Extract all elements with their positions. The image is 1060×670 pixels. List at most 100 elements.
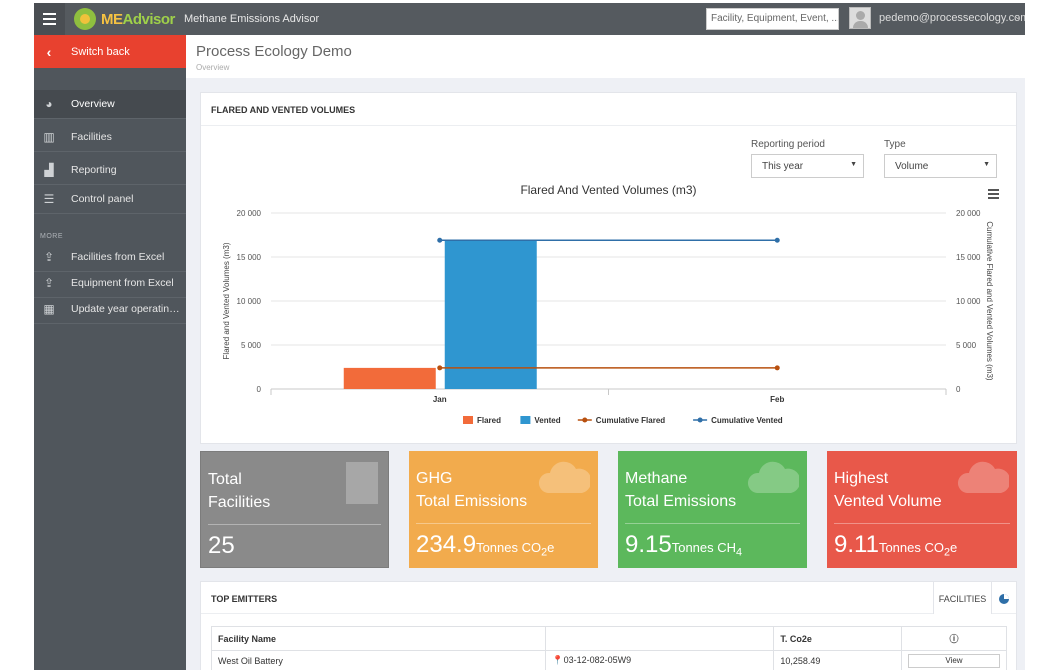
search-input[interactable]: Facility, Equipment, Event, ... <box>706 8 839 30</box>
chevron-down-icon[interactable]: ⌄ <box>1014 11 1022 21</box>
y-tick-label: 10 000 <box>237 297 262 306</box>
sidebar-item-reporting[interactable]: ▟ Reporting <box>34 156 186 185</box>
x-tick-label: Feb <box>770 395 784 404</box>
legend-swatch <box>520 416 531 424</box>
chart-plot: 0 0 5 000 5 000 10 000 10 000 15 000 15 000 20 0… <box>222 209 994 425</box>
sidebar-item-facilities-from-excel[interactable]: ⇪ Facilities from Excel <box>34 243 186 272</box>
dashboard-icon: ◕ <box>45 97 53 111</box>
switch-back-button[interactable]: ‹ Switch back <box>34 35 186 68</box>
y2-tick-label: 15 000 <box>956 253 981 262</box>
card-unit: Tonnes CO <box>476 540 542 555</box>
switch-back-label: Switch back <box>71 45 130 58</box>
card-title-line2: Vented Volume <box>834 493 942 510</box>
point-cumulative-flared <box>774 365 780 371</box>
y-tick-label: 15 000 <box>237 253 262 262</box>
tab-facilities[interactable]: FACILITIES <box>933 582 992 614</box>
logo-me: ME <box>101 10 123 28</box>
pie-chart-icon[interactable] <box>993 590 1015 608</box>
logo-globe-icon <box>74 8 96 30</box>
reporting-period-select[interactable]: This year ▼ <box>751 154 864 178</box>
bar-flared <box>343 367 436 389</box>
point-cumulative-flared <box>437 365 443 371</box>
more-section-label: MORE <box>40 233 63 240</box>
legend-swatch <box>697 417 703 423</box>
card-title-line2: Total Emissions <box>625 493 737 510</box>
building-icon: ▥ <box>43 130 55 144</box>
y2-tick-label: 5 000 <box>956 341 977 350</box>
view-button[interactable]: View <box>908 653 1000 668</box>
upload-icon: ⇪ <box>43 276 55 290</box>
column-header-facility-name[interactable]: Facility Name <box>210 626 547 651</box>
page-header: Process Ecology Demo Overview <box>186 35 1025 78</box>
type-label: Type <box>884 139 906 150</box>
card-title-line1: GHG <box>416 470 453 487</box>
y-tick-label: 5 000 <box>241 341 262 350</box>
breadcrumb[interactable]: Overview <box>196 63 230 72</box>
app-logo[interactable]: MEAdvisor <box>74 8 175 30</box>
y2-tick-label: 0 <box>956 385 961 394</box>
bar-vented <box>444 240 537 389</box>
legend-item: Cumulative Flared <box>596 416 665 425</box>
x-tick-label: Jan <box>433 395 447 404</box>
caret-down-icon: ▼ <box>983 161 990 168</box>
sidebar-item-control-panel[interactable]: ☰ Control panel <box>34 185 186 214</box>
user-avatar[interactable] <box>849 7 871 29</box>
sidebar-item-equipment-from-excel[interactable]: ⇪ Equipment from Excel <box>34 269 186 298</box>
sidebar: ‹ Switch back ◕ Overview ▥ Facilities ▟ … <box>34 35 186 670</box>
card-unit-sub: 2 <box>943 546 951 559</box>
legend-swatch <box>463 416 473 424</box>
caret-down-icon: ▼ <box>850 161 857 168</box>
y-tick-label: 20 000 <box>237 209 262 218</box>
calendar-icon: ▦ <box>43 302 55 316</box>
legend-swatch <box>582 417 588 423</box>
card-total-facilities[interactable]: Total Facilities 25 <box>200 451 389 568</box>
card-highest-vented[interactable]: Highest Vented Volume 9.11Tonnes CO2e <box>827 451 1017 568</box>
location-cell: 03-12-082-05W9 <box>563 655 632 665</box>
y-tick-label: 0 <box>257 385 262 394</box>
point-cumulative-vented <box>774 237 780 243</box>
y-axis-label: Flared and Vented Volumes (m3) <box>222 242 231 359</box>
column-header-t-co2e[interactable]: T. Co2e <box>773 626 902 651</box>
card-ghg-emissions[interactable]: GHG Total Emissions 234.9Tonnes CO2e <box>409 451 598 568</box>
sidebar-item-facilities[interactable]: ▥ Facilities <box>34 123 186 152</box>
card-unit-sub: 4 <box>736 546 743 559</box>
table-row: West Oil Battery 📍03-12-082-05W9 10,258.… <box>210 650 1007 670</box>
card-title-line2: Facilities <box>208 494 271 511</box>
y2-axis-label: Cumulative Flared and Vented Volumes (m3… <box>985 221 994 381</box>
type-select[interactable]: Volume ▼ <box>884 154 997 178</box>
map-pin-icon: 📍 <box>552 655 564 665</box>
top-emitters-panel: TOP EMITTERS FACILITIES Facility Name T.… <box>200 581 1017 670</box>
top-emitters-table: Facility Name T. Co2e ⓘ West Oil Battery… <box>210 626 1007 670</box>
card-value: 9.11 <box>834 531 879 558</box>
flared-vented-panel: FLARED AND VENTED VOLUMES Reporting peri… <box>200 92 1017 444</box>
reporting-period-label: Reporting period <box>751 139 825 150</box>
point-cumulative-vented <box>437 237 443 243</box>
chart-menu-icon[interactable] <box>988 189 999 199</box>
card-methane-emissions[interactable]: Methane Total Emissions 9.15Tonnes CH4 <box>618 451 807 568</box>
card-value: 9.15 <box>625 531 672 558</box>
sliders-icon: ☰ <box>43 192 55 206</box>
card-title-line2: Total Emissions <box>416 493 528 510</box>
card-title-line1: Total <box>208 471 242 488</box>
co2e-cell: 10,258.49 <box>773 650 902 670</box>
cloud-icon <box>958 461 1009 493</box>
hamburger-menu-icon[interactable] <box>34 3 65 35</box>
card-unit: Tonnes CH <box>671 540 737 555</box>
top-emitters-heading: TOP EMITTERS <box>211 594 278 604</box>
user-email[interactable]: pedemo@processecology.com <box>879 12 1025 24</box>
sidebar-item-update-year[interactable]: ▦ Update year operating ... <box>34 295 186 324</box>
legend-item: Flared <box>477 416 501 425</box>
sidebar-item-overview[interactable]: ◕ Overview <box>34 90 186 119</box>
bar-chart-icon: ▟ <box>44 163 54 177</box>
logo-advisor: Advisor <box>122 10 176 28</box>
facility-name-cell: West Oil Battery <box>210 650 547 670</box>
card-title-line1: Methane <box>625 470 688 487</box>
card-unit-sub: 2 <box>541 546 548 559</box>
legend-item: Vented <box>534 416 560 425</box>
y2-tick-label: 20 000 <box>956 209 981 218</box>
card-title-line1: Highest <box>834 470 889 487</box>
chevron-left-icon: ‹ <box>46 43 52 60</box>
info-icon[interactable]: ⓘ <box>901 626 1007 651</box>
cloud-icon <box>748 461 799 493</box>
top-bar: MEAdvisor Methane Emissions Advisor Faci… <box>34 3 1025 35</box>
